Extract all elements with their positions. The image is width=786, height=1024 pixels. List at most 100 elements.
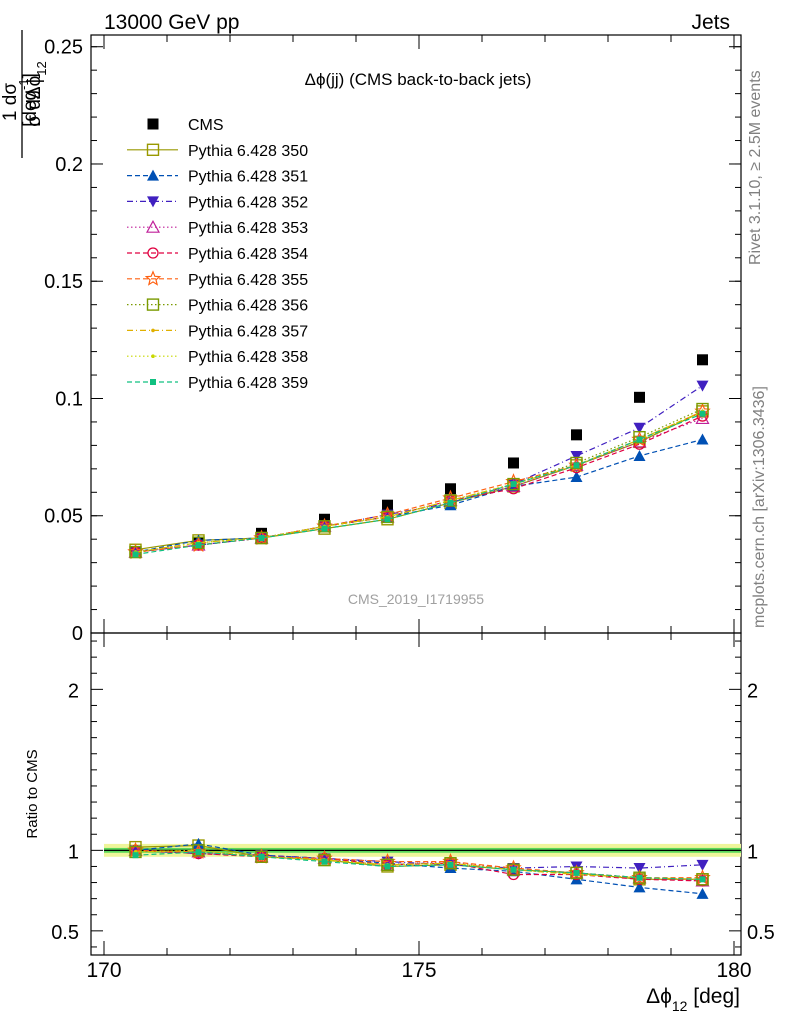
ratio-data-point bbox=[510, 866, 517, 873]
main-series-7 bbox=[129, 402, 709, 559]
ratio-series-line bbox=[135, 849, 703, 882]
legend-label: Pythia 6.428 351 bbox=[188, 169, 308, 186]
legend-marker bbox=[147, 169, 159, 181]
ratio-data-point bbox=[195, 848, 202, 855]
main-series-line bbox=[135, 410, 703, 553]
legend: CMS Pythia 6.428 350 Pythia 6.428 351 Pythi… bbox=[127, 117, 308, 392]
main-data-point bbox=[633, 449, 646, 461]
main-data-point bbox=[570, 450, 583, 462]
legend-marker bbox=[147, 247, 159, 259]
ratio-y-tick-label: 1 bbox=[68, 841, 79, 863]
mcplots-label: mcplots.cern.ch [arXiv:1306.3436] bbox=[751, 386, 768, 628]
legend-item: Pythia 6.428 358 bbox=[127, 349, 308, 366]
ratio-y-tick-label-right: 2 bbox=[747, 680, 758, 702]
main-y-tick-label: 0 bbox=[72, 623, 83, 645]
main-data-point bbox=[381, 510, 394, 524]
main-data-point bbox=[699, 410, 706, 417]
svg-text:σ dΔϕ12: σ dΔϕ12 bbox=[24, 61, 49, 126]
main-data-point bbox=[633, 422, 646, 434]
ratio-y-tick-label: 0.5 bbox=[51, 922, 79, 944]
header-right: Jets bbox=[691, 11, 730, 34]
legend-item: Pythia 6.428 355 bbox=[127, 270, 308, 289]
ratio-series-layer bbox=[127, 837, 711, 899]
main-data-point bbox=[318, 520, 331, 533]
legend-label: Pythia 6.428 357 bbox=[188, 323, 308, 340]
legend-item: Pythia 6.428 353 bbox=[127, 219, 308, 237]
ratio-y-tick-label: 2 bbox=[68, 680, 79, 702]
main-data-point bbox=[634, 391, 645, 403]
legend-marker bbox=[147, 196, 159, 208]
legend-marker bbox=[145, 219, 161, 233]
ratio-series-line bbox=[135, 851, 703, 880]
main-data-point bbox=[636, 436, 643, 443]
main-data-point bbox=[321, 525, 328, 532]
main-series-line bbox=[135, 415, 703, 553]
ratio-series-line bbox=[135, 849, 703, 880]
main-series-line bbox=[135, 410, 703, 553]
ratio-series-9 bbox=[132, 848, 706, 883]
main-series-5 bbox=[129, 410, 709, 558]
main-data-point bbox=[384, 516, 391, 523]
main-series-4 bbox=[128, 411, 710, 558]
main-series-10 bbox=[132, 410, 706, 558]
x-tick-label: 175 bbox=[401, 959, 436, 982]
svg-text:1 dσ: 1 dσ bbox=[0, 83, 21, 121]
main-series-line bbox=[135, 413, 703, 555]
legend-item: Pythia 6.428 357 bbox=[127, 323, 308, 340]
analysis-watermark: CMS_2019_I1719955 bbox=[348, 591, 484, 607]
ratio-y-tick-label-right: 0.5 bbox=[747, 922, 775, 944]
ratio-data-point bbox=[699, 876, 706, 883]
main-data-point bbox=[507, 477, 520, 491]
main-series-2 bbox=[129, 433, 709, 558]
legend-item: Pythia 6.428 350 bbox=[127, 143, 308, 160]
main-data-point bbox=[510, 481, 517, 488]
legend-marker bbox=[150, 379, 156, 385]
main-series-9 bbox=[133, 409, 705, 554]
main-data-point bbox=[696, 433, 709, 445]
x-axis-label: Δϕ12 [deg] bbox=[646, 985, 740, 1014]
main-data-point bbox=[696, 380, 709, 392]
ratio-data-point bbox=[447, 861, 454, 868]
main-data-point bbox=[571, 429, 582, 441]
legend-item: Pythia 6.428 356 bbox=[127, 298, 308, 315]
ratio-series-line bbox=[135, 843, 703, 895]
legend-label: Pythia 6.428 353 bbox=[188, 220, 308, 237]
legend-label: Pythia 6.428 356 bbox=[188, 298, 308, 315]
main-data-point bbox=[445, 483, 456, 495]
legend-marker bbox=[146, 298, 160, 311]
legend-item: Pythia 6.428 351 bbox=[127, 169, 308, 186]
ratio-series-line bbox=[135, 849, 703, 869]
ratio-y-tick-label-right: 1 bbox=[747, 841, 758, 863]
legend-label: CMS bbox=[188, 117, 224, 134]
main-series-layer bbox=[127, 354, 711, 560]
main-y-tick-label: 0.25 bbox=[44, 37, 83, 59]
main-y-axis-fraction: 1 dσ σ dΔϕ12 bbox=[0, 30, 49, 158]
x-tick-label: 170 bbox=[86, 959, 121, 982]
legend-marker bbox=[147, 118, 159, 130]
legend-item: Pythia 6.428 359 bbox=[127, 375, 308, 392]
main-series-line bbox=[135, 408, 703, 553]
ratio-data-point bbox=[636, 874, 643, 881]
main-series-1 bbox=[129, 405, 709, 556]
main-series-line bbox=[135, 410, 703, 553]
ratio-data-point bbox=[192, 837, 205, 849]
main-y-tick-label: 0.05 bbox=[44, 506, 83, 528]
legend-marker bbox=[146, 143, 160, 157]
legend-label: Pythia 6.428 358 bbox=[188, 349, 308, 366]
legend-label: Pythia 6.428 354 bbox=[188, 246, 308, 263]
ratio-data-point bbox=[384, 863, 391, 870]
main-data-point bbox=[570, 471, 583, 483]
x-tick-label: 180 bbox=[716, 959, 751, 982]
main-data-point bbox=[447, 499, 454, 506]
ratio-data-point bbox=[633, 863, 646, 875]
ratio-data-point bbox=[696, 859, 709, 871]
main-axes: 0 0.05 0.1 0.15 0.2 0.25 bbox=[44, 35, 741, 645]
ratio-data-point bbox=[696, 887, 709, 899]
ratio-data-point bbox=[573, 869, 580, 876]
ratio-series-line bbox=[135, 849, 703, 880]
main-data-point bbox=[258, 535, 265, 542]
ratio-data-point bbox=[321, 858, 328, 865]
ratio-data-point bbox=[132, 852, 139, 859]
main-y-tick-label: 0.15 bbox=[44, 271, 83, 293]
